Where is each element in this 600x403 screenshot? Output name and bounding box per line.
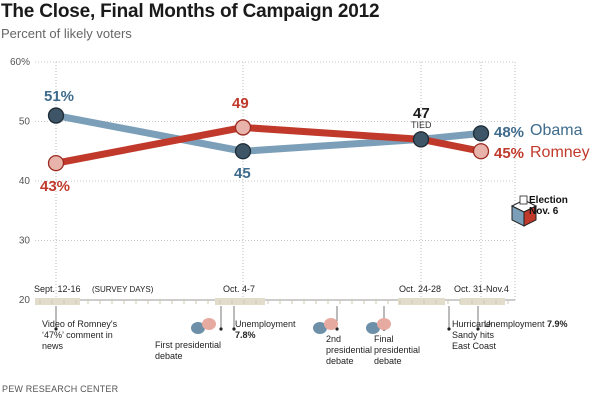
series-line-romney (52, 123, 485, 167)
data-point-obama (234, 143, 252, 160)
y-tick-label: 50 (19, 117, 31, 128)
event-label: Final (374, 334, 394, 344)
x-category-label: Oct. 4-7 (223, 284, 255, 294)
data-label: 47 (413, 105, 430, 122)
survey-period-band (215, 298, 265, 305)
event-label: presidential (326, 345, 372, 355)
series-line-obama (52, 112, 485, 155)
event-dot (232, 327, 236, 331)
source-note: PEW RESEARCH CENTER (2, 384, 119, 394)
event-label: Unemployment (235, 319, 296, 329)
speech-bubble-blue (191, 322, 205, 334)
event-dot (335, 327, 339, 331)
event-label: Unemployment 7.9% (484, 319, 568, 329)
event-label-value: 7.9% (547, 319, 568, 329)
event-dot (54, 327, 58, 331)
y-tick-label: 60% (10, 57, 30, 68)
data-point-romney (234, 119, 252, 136)
event-label: Sandy hits (452, 330, 495, 340)
ballot-box-right (523, 205, 537, 227)
speech-bubble-icon (313, 318, 338, 334)
event-label: debate (374, 356, 402, 366)
data-point-obama (47, 107, 65, 124)
data-label: 45 (234, 165, 251, 182)
x-category-label: Oct. 31-Nov.4 (454, 284, 509, 294)
event-label: presidential (374, 345, 420, 355)
speech-bubble-blue (313, 322, 327, 334)
series-label-romney: Romney (530, 144, 590, 161)
ballot-paper (519, 195, 528, 205)
data-label: 45% (494, 145, 524, 162)
data-label: 49 (232, 95, 249, 112)
event-label: 2nd (326, 334, 341, 344)
data-point-obama (412, 131, 430, 148)
survey-period-band (398, 298, 445, 305)
data-label: 48% (494, 124, 524, 141)
election-date: Nov. 6 (529, 206, 559, 217)
speech-bubble-icon (366, 318, 391, 334)
survey-days-note: (SURVEY DAYS) (92, 285, 154, 294)
event-label: news (42, 341, 64, 351)
data-point-romney (47, 154, 65, 172)
chart-subtitle: Percent of likely voters (1, 26, 132, 41)
event-label: Video of Romney's (42, 319, 118, 329)
data-point-romney (472, 143, 490, 160)
event-dot (476, 327, 480, 331)
event-dot (219, 327, 223, 331)
ballot-box-icon (510, 195, 538, 227)
event-dot (447, 327, 451, 331)
data-label: 51% (44, 88, 74, 105)
event-label: 7.8% (235, 330, 256, 340)
event-label: debate (326, 356, 354, 366)
x-category-label: Oct. 24-28 (399, 284, 441, 294)
y-tick-label: 30 (19, 236, 31, 247)
survey-period-band (35, 298, 80, 305)
event-label-text: Unemployment (484, 319, 547, 329)
data-point-obama (472, 125, 490, 142)
speech-bubble-icon (191, 318, 216, 334)
data-label: 43% (40, 178, 70, 195)
event-label: ‘47%’ comment in (42, 330, 113, 340)
event-label: debate (155, 351, 183, 361)
x-category-label: Sept. 12-16 (34, 284, 81, 294)
speech-bubble-red (202, 318, 216, 330)
y-tick-label: 40 (19, 176, 31, 187)
speech-bubble-red (377, 318, 391, 330)
series-label-obama: Obama (530, 122, 583, 139)
survey-period-band (460, 298, 505, 305)
event-label: First presidential (155, 340, 221, 350)
chart-title: The Close, Final Months of Campaign 2012 (1, 1, 380, 22)
speech-bubble-red (324, 318, 338, 330)
speech-bubble-blue (366, 322, 380, 334)
event-label: East Coast (452, 341, 497, 351)
election-label: Election (529, 195, 568, 206)
y-tick-label: 20 (19, 295, 31, 306)
event-label: Hurricane (452, 319, 491, 329)
tied-label: TIED (411, 120, 432, 130)
